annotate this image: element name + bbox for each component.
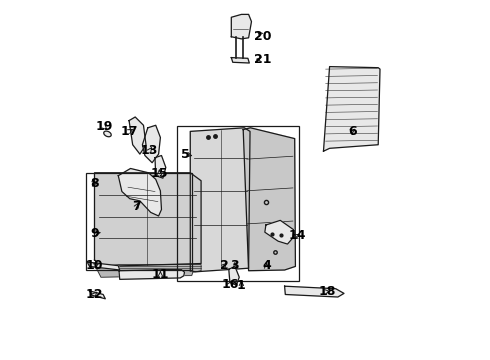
Text: 18: 18 (318, 285, 336, 298)
Text: 4: 4 (262, 259, 271, 272)
Text: 12: 12 (86, 288, 103, 301)
Text: 14: 14 (289, 229, 306, 242)
Polygon shape (265, 220, 294, 244)
Text: 9: 9 (90, 227, 99, 240)
Polygon shape (143, 125, 160, 163)
Polygon shape (243, 128, 295, 271)
Polygon shape (190, 128, 250, 272)
Text: 10: 10 (86, 259, 103, 272)
Text: 1: 1 (237, 279, 246, 292)
Bar (86, 173, 192, 270)
Text: 8: 8 (90, 177, 99, 190)
Polygon shape (95, 265, 201, 277)
Text: 20: 20 (253, 30, 271, 42)
Polygon shape (231, 58, 249, 63)
Text: 15: 15 (150, 167, 168, 180)
Polygon shape (155, 156, 166, 178)
Ellipse shape (104, 131, 111, 137)
Text: 5: 5 (181, 148, 190, 161)
Polygon shape (285, 286, 344, 297)
Text: 11: 11 (151, 268, 169, 281)
Text: 16: 16 (221, 278, 239, 291)
Text: 13: 13 (141, 144, 158, 157)
Polygon shape (87, 262, 120, 270)
Polygon shape (118, 168, 162, 216)
Text: 6: 6 (348, 125, 357, 138)
Polygon shape (231, 14, 251, 39)
Text: 2: 2 (220, 259, 228, 272)
Text: 3: 3 (231, 259, 239, 272)
Polygon shape (119, 269, 185, 279)
Text: 21: 21 (253, 53, 271, 66)
Polygon shape (95, 173, 201, 266)
Text: 19: 19 (95, 120, 113, 133)
Polygon shape (129, 117, 146, 154)
Polygon shape (90, 291, 105, 299)
Text: 17: 17 (121, 125, 138, 138)
Polygon shape (229, 266, 239, 285)
Text: 7: 7 (132, 201, 141, 213)
Polygon shape (323, 67, 380, 151)
Bar (176, 126, 299, 281)
